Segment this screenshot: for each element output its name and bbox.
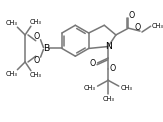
Text: O: O (135, 23, 141, 32)
Text: CH₃: CH₃ (30, 71, 42, 77)
Text: CH₃: CH₃ (6, 71, 18, 76)
Text: O: O (90, 59, 96, 68)
Text: B: B (43, 44, 50, 53)
Text: O: O (34, 32, 40, 41)
Text: N: N (105, 42, 112, 51)
Text: CH₃: CH₃ (151, 23, 163, 29)
Text: O: O (128, 11, 134, 20)
Text: O: O (110, 64, 116, 73)
Text: CH₃: CH₃ (30, 19, 42, 25)
Text: CH₃: CH₃ (120, 85, 133, 91)
Text: O: O (34, 56, 40, 65)
Text: CH₃: CH₃ (84, 85, 96, 91)
Text: CH₃: CH₃ (6, 20, 18, 26)
Text: CH₃: CH₃ (102, 96, 114, 102)
